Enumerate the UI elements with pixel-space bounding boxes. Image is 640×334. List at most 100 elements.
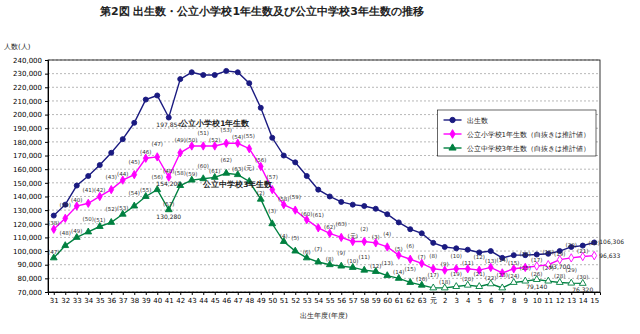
x-tick-label: 9 <box>524 297 528 305</box>
series-marker <box>131 202 138 208</box>
series-marker <box>419 259 424 267</box>
point-label: (5) <box>291 235 299 241</box>
y-tick-label: 70,000 <box>18 289 43 297</box>
y-tick-mark <box>45 278 48 279</box>
point-label: (52) <box>106 206 117 212</box>
series-marker <box>454 246 459 251</box>
x-tick-label: 2 <box>443 297 447 305</box>
series-marker <box>442 266 447 274</box>
point-label: (12) <box>370 263 381 269</box>
series-marker <box>143 154 148 162</box>
x-tick-mark <box>456 292 457 295</box>
series-marker <box>327 194 332 199</box>
series-marker <box>488 263 493 271</box>
series-marker <box>292 247 299 253</box>
series-line <box>54 71 595 258</box>
x-tick-mark <box>468 292 469 295</box>
series-marker <box>580 252 585 260</box>
series-marker <box>304 173 309 178</box>
series-marker <box>166 115 171 120</box>
point-label: (18) <box>543 249 554 255</box>
series-marker <box>201 72 206 77</box>
series-marker <box>212 142 217 150</box>
point-label: (3) <box>268 208 276 214</box>
point-label: (58) <box>175 170 186 176</box>
x-tick: 37 <box>119 292 128 305</box>
point-label: (6) <box>406 243 414 249</box>
legend-entry: 公立中学校3年生数（白抜きは推計値） <box>444 144 590 153</box>
x-tick-label: 57 <box>349 297 358 305</box>
x-tick: 34 <box>84 292 93 305</box>
x-tick-mark <box>180 292 181 295</box>
series-marker <box>431 240 436 245</box>
legend: 出生数公立小学校1年生数（白抜きは推計値）公立中学校3年生数（白抜きは推計値） <box>438 110 596 156</box>
series-marker <box>465 265 470 273</box>
series-marker <box>97 192 102 200</box>
point-label: (44) <box>117 171 128 177</box>
x-tick: 56 <box>337 292 346 305</box>
x-tick-label: 11 <box>544 297 553 305</box>
point-label: (53) <box>117 205 128 211</box>
point-label: (45) <box>129 159 140 165</box>
series-marker <box>396 220 401 225</box>
point-label: (元) <box>244 165 254 171</box>
y-tick-mark <box>45 74 48 75</box>
y-tick: 180,000 <box>13 139 48 147</box>
y-axis: 70,00080,00090,000100,000110,000120,0001… <box>13 57 48 297</box>
x-tick-mark <box>502 292 503 295</box>
point-label: (9) <box>337 250 345 256</box>
point-label: (43) <box>106 174 117 180</box>
x-tick: 10 <box>533 292 542 305</box>
x-tick-mark <box>341 292 342 295</box>
x-tick-label: 60 <box>383 297 392 305</box>
x-tick: 39 <box>142 292 151 305</box>
y-tick-label: 190,000 <box>13 125 42 133</box>
x-tick: 50 <box>268 292 277 305</box>
x-tick-label: 15 <box>590 297 599 305</box>
series-marker <box>109 185 114 193</box>
y-tick-label: 170,000 <box>13 152 42 160</box>
grid-line <box>48 182 600 183</box>
x-tick-label: 47 <box>234 297 243 305</box>
point-labels: (38)(39)(40)(41)(42)(43)(44)(45)(46)(47)… <box>48 127 600 285</box>
series-marker <box>293 206 298 214</box>
point-label: (55) <box>140 187 151 193</box>
x-tick-mark <box>123 292 124 295</box>
x-tick-label: 46 <box>222 297 231 305</box>
x-tick-label: 54 <box>314 297 323 305</box>
y-tick-label: 180,000 <box>13 139 42 147</box>
point-label: (58) <box>278 196 289 202</box>
series-marker <box>339 199 344 204</box>
x-tick-mark <box>422 292 423 295</box>
annotation: 96,633 <box>599 252 620 259</box>
grid-line <box>48 196 600 197</box>
y-tick: 200,000 <box>13 111 48 119</box>
series-marker <box>143 97 148 102</box>
x-tick: 57 <box>349 292 358 305</box>
x-tick: 元 <box>430 292 437 305</box>
x-tick-mark <box>249 292 250 295</box>
y-tick-mark <box>45 183 48 184</box>
x-tick: 43 <box>188 292 197 305</box>
y-tick-mark <box>45 156 48 157</box>
point-label: (48) <box>163 168 174 174</box>
series-marker <box>223 169 230 175</box>
series-marker <box>396 251 401 259</box>
x-tick: 35 <box>96 292 105 305</box>
x-tick-label: 42 <box>176 297 185 305</box>
legend-marker <box>450 130 455 139</box>
series-marker <box>569 254 574 262</box>
x-tick: 45 <box>211 292 220 305</box>
x-tick-label: 38 <box>130 297 139 305</box>
y-tick-mark <box>45 60 48 61</box>
series-marker <box>155 153 160 161</box>
x-tick-label: 51 <box>280 297 289 305</box>
x-axis-title: 出生年度(年度) <box>300 312 348 320</box>
point-label: (49) <box>175 137 186 143</box>
series-marker <box>132 120 137 125</box>
point-label: (63) <box>336 221 347 227</box>
y-tick-mark <box>45 196 48 197</box>
point-label: (51) <box>94 217 105 223</box>
x-tick-mark <box>88 292 89 295</box>
x-tick: 7 <box>501 292 505 305</box>
